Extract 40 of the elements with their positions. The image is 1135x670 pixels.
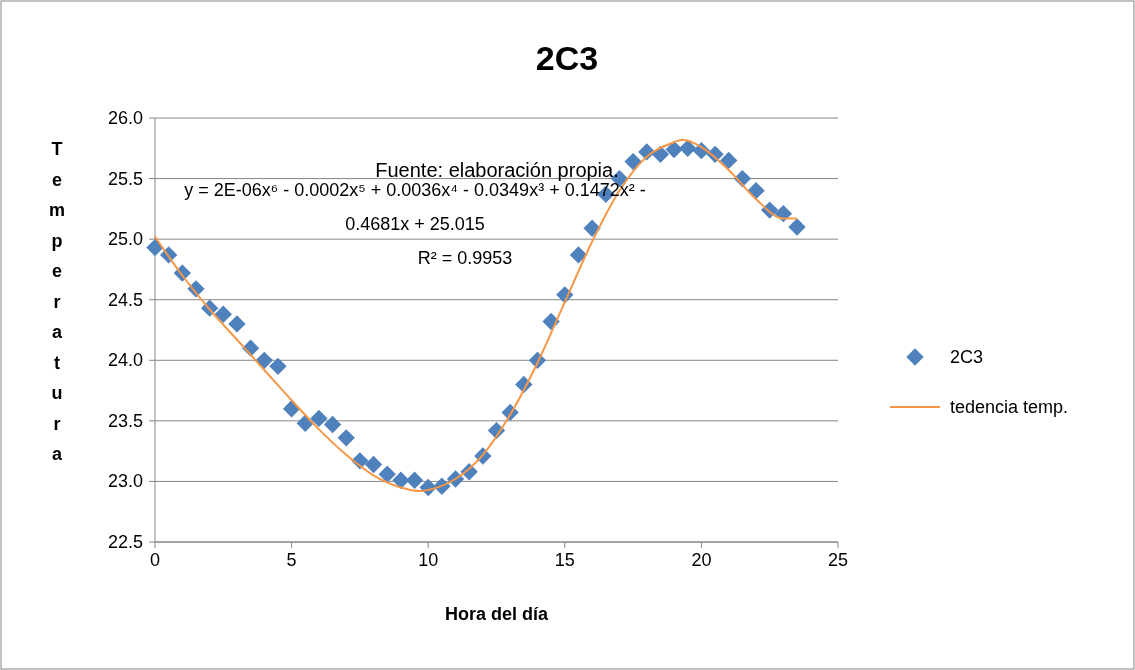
point xyxy=(583,219,601,237)
y-tick-label: 22.5 xyxy=(107,532,143,552)
annotation: Fuente: elaboración propia. xyxy=(375,159,619,181)
point xyxy=(214,305,232,323)
x-tick-label: 0 xyxy=(149,550,161,570)
y-tick-label: 25.5 xyxy=(107,168,143,189)
point xyxy=(337,429,355,447)
point xyxy=(665,140,683,159)
y-tick-label: 23.0 xyxy=(107,471,143,492)
point xyxy=(405,471,424,489)
x-tick-label: 10 xyxy=(418,550,439,570)
point xyxy=(323,415,342,434)
x-tick-label: 25 xyxy=(827,550,849,570)
x-tick-label: 20 xyxy=(691,550,712,570)
point xyxy=(269,357,287,375)
point xyxy=(255,351,273,369)
annotation: R² = 0.9953 xyxy=(417,248,513,268)
point xyxy=(378,465,396,483)
text: Temperatura xyxy=(48,139,66,464)
x-tick-label: 15 xyxy=(554,550,575,570)
point xyxy=(788,218,806,236)
legend-label: tedencia temp. xyxy=(950,397,1069,417)
x-axis-title: Hora del día xyxy=(444,604,549,624)
point xyxy=(720,151,738,170)
point xyxy=(624,152,642,171)
y-tick-label: 23.5 xyxy=(107,410,143,431)
point xyxy=(569,246,588,264)
y-tick-label: 25.0 xyxy=(107,229,143,250)
y-tick-label: 24.0 xyxy=(107,350,143,371)
point xyxy=(310,409,328,428)
point xyxy=(364,455,383,474)
y-tick-label: 26.0 xyxy=(107,108,143,128)
chart-title: 2C3 xyxy=(535,39,599,77)
point xyxy=(679,139,697,157)
point xyxy=(392,471,410,489)
x-tick-label: 5 xyxy=(286,550,297,570)
legend-label: 2C3 xyxy=(950,347,984,367)
point xyxy=(146,238,164,257)
y-tick-label: 24.5 xyxy=(107,289,143,310)
point xyxy=(228,315,246,333)
